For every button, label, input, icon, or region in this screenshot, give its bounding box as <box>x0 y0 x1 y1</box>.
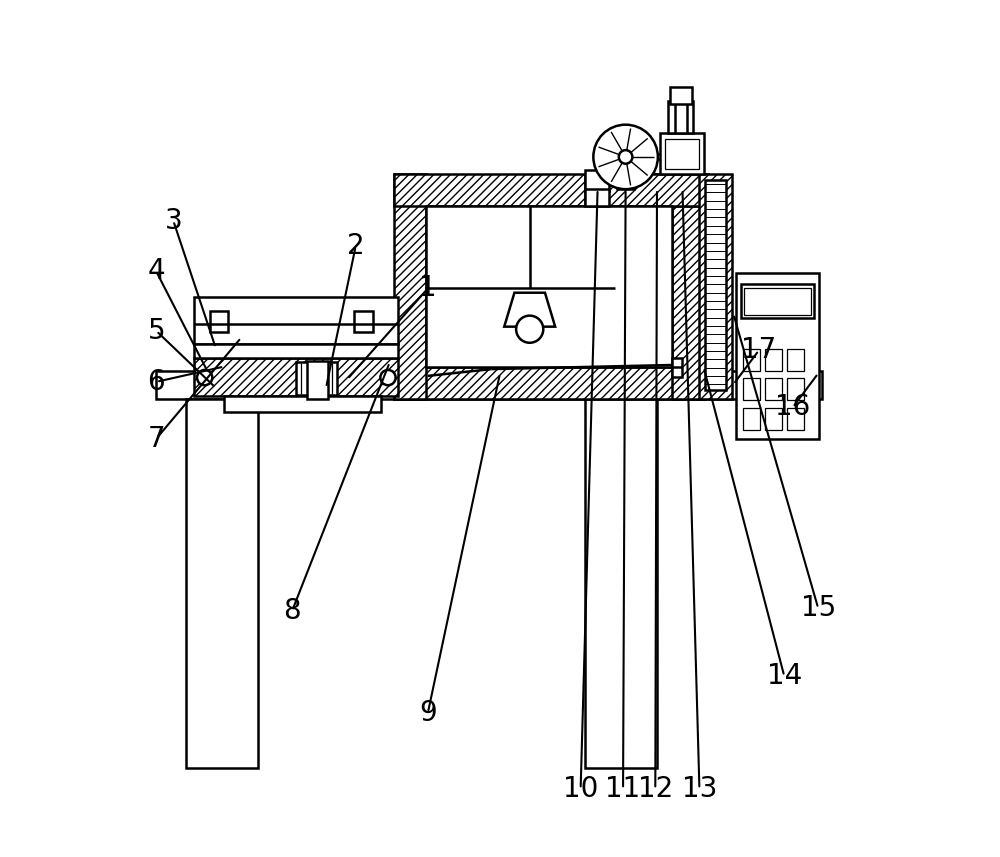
Text: 17: 17 <box>741 337 776 364</box>
Text: 1: 1 <box>419 274 437 303</box>
Text: 5: 5 <box>147 317 165 345</box>
Text: 6: 6 <box>147 368 165 396</box>
Bar <box>765 379 782 400</box>
Bar <box>186 399 258 768</box>
Bar <box>194 358 398 396</box>
Bar <box>665 139 699 169</box>
Bar <box>743 379 760 400</box>
Bar <box>585 189 609 207</box>
Bar <box>787 349 804 371</box>
Bar <box>394 367 704 399</box>
Text: 14: 14 <box>767 662 802 690</box>
Bar <box>736 273 819 439</box>
Text: 11: 11 <box>605 776 641 803</box>
Text: 4: 4 <box>147 257 165 285</box>
Bar <box>426 207 672 367</box>
Text: 12: 12 <box>638 776 673 803</box>
Bar <box>787 408 804 430</box>
Bar <box>224 396 381 411</box>
Bar <box>660 133 704 174</box>
Bar <box>699 174 732 399</box>
Polygon shape <box>504 293 555 327</box>
Circle shape <box>380 370 396 385</box>
Bar <box>156 371 822 399</box>
Bar <box>394 174 704 207</box>
Bar <box>787 379 804 400</box>
Bar <box>670 87 692 105</box>
Text: 10: 10 <box>563 776 598 803</box>
Text: 3: 3 <box>164 207 182 235</box>
Text: 15: 15 <box>801 595 836 622</box>
Bar <box>585 399 657 768</box>
Text: 16: 16 <box>775 393 810 422</box>
Text: 7: 7 <box>147 425 165 452</box>
Bar <box>585 170 609 191</box>
Bar <box>672 358 682 377</box>
Circle shape <box>197 370 212 385</box>
Circle shape <box>619 150 632 164</box>
Bar <box>743 408 760 430</box>
Text: 8: 8 <box>283 597 301 625</box>
Bar <box>354 310 373 332</box>
Text: 13: 13 <box>682 776 717 803</box>
Bar <box>210 310 228 332</box>
Text: 2: 2 <box>347 232 365 260</box>
Bar <box>744 288 811 315</box>
Bar <box>765 408 782 430</box>
Circle shape <box>593 124 658 189</box>
Text: 9: 9 <box>419 698 437 727</box>
Bar <box>765 349 782 371</box>
Bar <box>194 344 398 358</box>
Bar <box>394 174 426 399</box>
Bar <box>585 174 708 207</box>
Bar <box>307 361 328 399</box>
Circle shape <box>516 315 543 343</box>
Bar <box>743 349 760 371</box>
Bar <box>668 101 693 133</box>
Bar <box>617 157 634 189</box>
Bar <box>194 297 398 344</box>
Bar <box>741 285 814 318</box>
Bar <box>296 363 337 394</box>
Bar <box>705 180 726 390</box>
Bar <box>672 174 705 399</box>
